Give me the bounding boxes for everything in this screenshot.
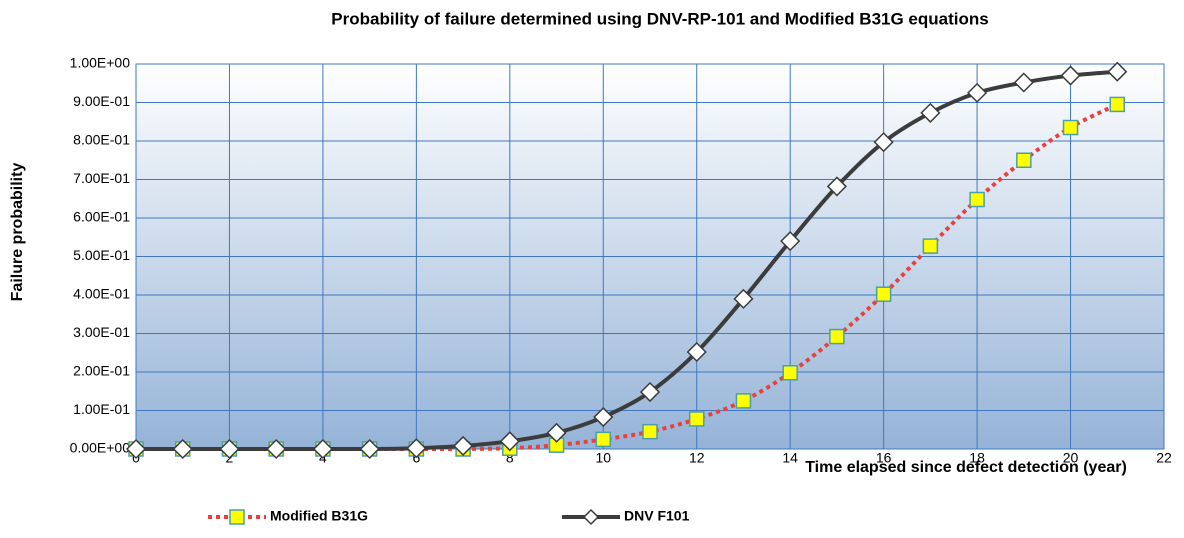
x-tick-label: 22: [1156, 450, 1172, 466]
marker-square: [969, 191, 985, 208]
marker-square: [782, 365, 798, 381]
marker-diamond: [406, 438, 427, 459]
y-tick-label: 9.00E-01: [73, 93, 130, 109]
marker-diamond: [1107, 61, 1128, 82]
marker-diamond: [312, 438, 333, 460]
marker-diamond: [733, 288, 754, 309]
y-tick-label: 2.00E-01: [73, 363, 130, 379]
marker-square: [688, 411, 705, 427]
marker-square: [1109, 96, 1126, 113]
chart-title: Probability of failure determined using …: [331, 9, 988, 28]
x-tick-label: 16: [876, 450, 892, 466]
series-line: [136, 102, 1119, 452]
marker-diamond: [686, 341, 707, 363]
x-tick-label: 10: [595, 450, 611, 466]
marker-square: [1016, 152, 1032, 168]
x-tick-label: 20: [1063, 450, 1079, 466]
y-tick-label: 1.00E-01: [73, 401, 130, 417]
marker-diamond: [125, 438, 147, 460]
x-tick-label: 14: [782, 450, 798, 466]
marker-diamond: [1060, 65, 1081, 86]
legend-marker: [582, 508, 600, 526]
marker-diamond: [453, 435, 474, 456]
marker-diamond: [266, 438, 287, 460]
marker-square: [595, 431, 612, 448]
marker-square: [1062, 119, 1079, 136]
marker-square: [829, 328, 845, 345]
marker-diamond: [780, 231, 801, 252]
legend-label: DNV F101: [624, 508, 690, 524]
marker-diamond: [920, 102, 941, 123]
marker-diamond: [172, 438, 193, 460]
marker-diamond: [967, 82, 988, 103]
marker-square: [875, 286, 892, 302]
x-tick-label: 12: [689, 450, 705, 466]
y-tick-label: 1.00E+00: [70, 55, 131, 71]
y-axis-label: Failure probability: [9, 163, 26, 302]
y-tick-label: 8.00E-01: [73, 132, 130, 148]
marker-square: [735, 393, 752, 409]
x-tick-label: 18: [969, 450, 985, 466]
marker-diamond: [593, 406, 614, 428]
legend-label: Modified B31G: [270, 508, 368, 524]
y-tick-label: 4.00E-01: [73, 286, 130, 302]
marker-diamond: [499, 431, 520, 452]
marker-diamond: [826, 176, 847, 197]
x-axis-label: Time elapsed since defect detection (yea…: [805, 459, 1127, 476]
marker-diamond: [1013, 72, 1034, 93]
y-tick-label: 6.00E-01: [73, 209, 130, 225]
marker-diamond: [219, 438, 240, 460]
y-tick-label: 0.00E+00: [70, 440, 131, 456]
plot-border: [135, 63, 1165, 450]
marker-diamond: [873, 132, 894, 153]
legend-marker: [229, 509, 245, 525]
y-tick-label: 3.00E-01: [73, 324, 130, 340]
marker-square: [922, 238, 939, 254]
series-line: [136, 69, 1118, 452]
marker-diamond: [639, 381, 661, 403]
marker-diamond: [546, 422, 567, 443]
y-tick-label: 7.00E-01: [73, 170, 130, 186]
x-tick-label: 8: [506, 450, 514, 466]
y-tick-label: 5.00E-01: [73, 247, 130, 263]
marker-square: [642, 423, 658, 440]
marker-diamond: [359, 438, 380, 460]
